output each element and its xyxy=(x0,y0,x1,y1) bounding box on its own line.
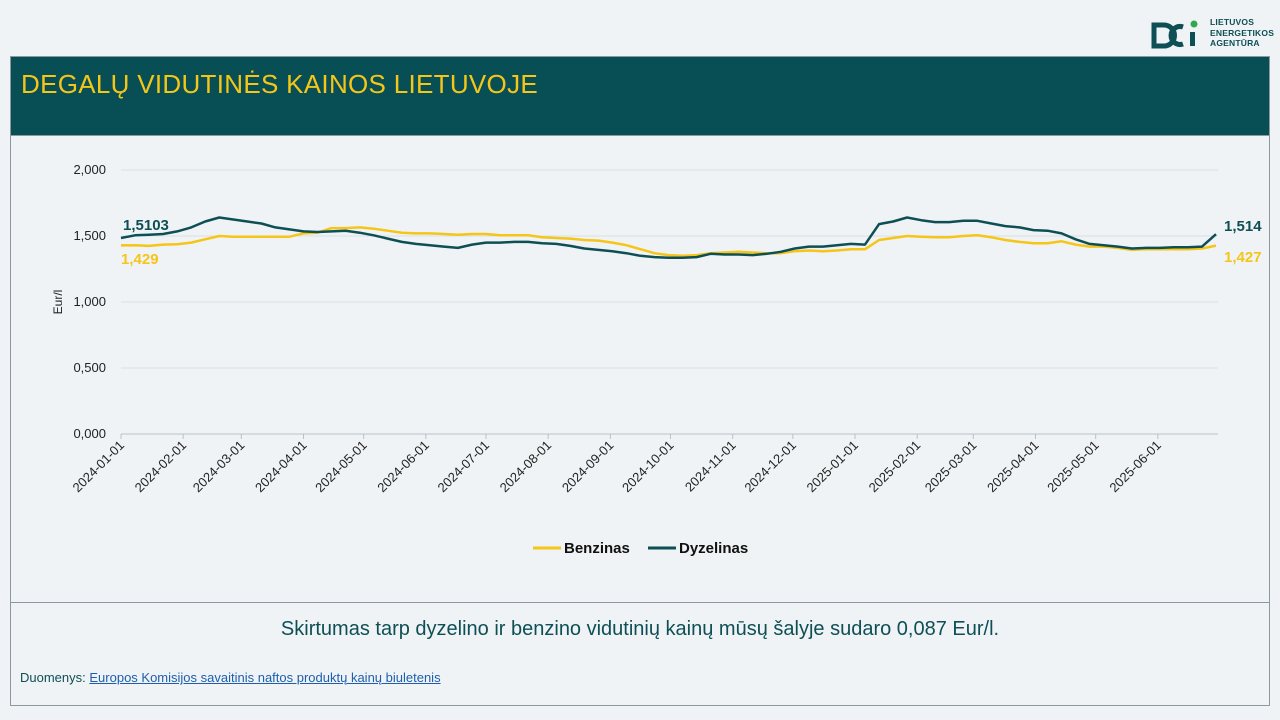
logo-line-1: LIETUVOS xyxy=(1210,17,1255,27)
x-tick-label: 2024-11-01 xyxy=(682,438,739,495)
y-tick-label: 0,000 xyxy=(73,426,106,441)
legend-label-benzinas: Benzinas xyxy=(564,540,630,557)
x-tick-label: 2024-03-01 xyxy=(190,438,248,496)
x-tick-label: 2024-10-01 xyxy=(619,438,677,496)
logo-line-3: AGENTŪRA xyxy=(1210,38,1260,48)
x-tick-label: 2024-05-01 xyxy=(312,438,370,496)
source-link[interactable]: Europos Komisijos savaitinis naftos prod… xyxy=(89,670,441,685)
x-tick-label: 2024-01-01 xyxy=(69,438,127,496)
x-tick-label: 2025-06-01 xyxy=(1106,438,1164,496)
logo-line-2: ENERGETIKOS xyxy=(1210,27,1275,38)
logo-text: LIETUVOS ENERGETIKOS AGENTŪRA xyxy=(1210,17,1274,49)
summary-text: Skirtumas tarp dyzelino ir benzino vidut… xyxy=(280,618,1000,640)
agency-logo: LIETUVOS ENERGETIKOS AGENTŪRA xyxy=(1150,17,1275,53)
x-tick-label: 2024-09-01 xyxy=(559,438,617,496)
x-tick-label: 2025-01-01 xyxy=(803,438,861,496)
x-tick-label: 2024-06-01 xyxy=(374,438,432,496)
x-tick-label: 2025-03-01 xyxy=(922,438,980,496)
dyzelinas-start-label: 1,5103 xyxy=(123,217,169,234)
legend-label-dyzelinas: Dyzelinas xyxy=(679,540,748,557)
y-axis-label: Eur/l xyxy=(51,290,65,315)
y-tick-label: 1,500 xyxy=(73,228,106,243)
x-tick-label: 2024-04-01 xyxy=(252,438,310,496)
x-tick-label: 2025-05-01 xyxy=(1044,438,1102,496)
fuel-price-chart: 0,000 0,500 1,000 1,500 2,000 Eur/l 2024-01-01… xyxy=(51,162,1262,557)
x-tick-label: 2025-04-01 xyxy=(984,438,1042,496)
series-line-benzinas xyxy=(120,226,1217,258)
y-tick-label: 2,000 xyxy=(73,162,106,177)
title-banner: DEGALŲ VIDUTINĖS KAINOS LIETUVOJE xyxy=(10,56,1270,136)
x-tick-label: 2024-08-01 xyxy=(497,438,555,496)
x-tick-label: 2025-02-01 xyxy=(866,438,924,496)
dyzelinas-end-label: 1,514 xyxy=(1224,218,1262,235)
y-tick-label: 1,000 xyxy=(73,294,106,309)
y-tick-label: 0,500 xyxy=(73,360,106,375)
x-tick-label: 2024-07-01 xyxy=(434,438,492,496)
divider xyxy=(10,602,1270,603)
page-title: DEGALŲ VIDUTINĖS KAINOS LIETUVOJE xyxy=(21,69,539,99)
source-note: Duomenys: Europos Komisijos savaitinis n… xyxy=(20,670,441,685)
x-tick-label: 2024-12-01 xyxy=(741,438,799,496)
benzinas-end-label: 1,427 xyxy=(1224,249,1262,266)
benzinas-start-label: 1,429 xyxy=(121,251,159,268)
x-tick-label: 2024-02-01 xyxy=(132,438,190,496)
source-prefix: Duomenys: xyxy=(20,670,90,685)
series-line-dyzelinas xyxy=(120,216,1217,260)
content-frame xyxy=(10,56,1270,706)
aei-logo-icon xyxy=(1151,20,1198,49)
